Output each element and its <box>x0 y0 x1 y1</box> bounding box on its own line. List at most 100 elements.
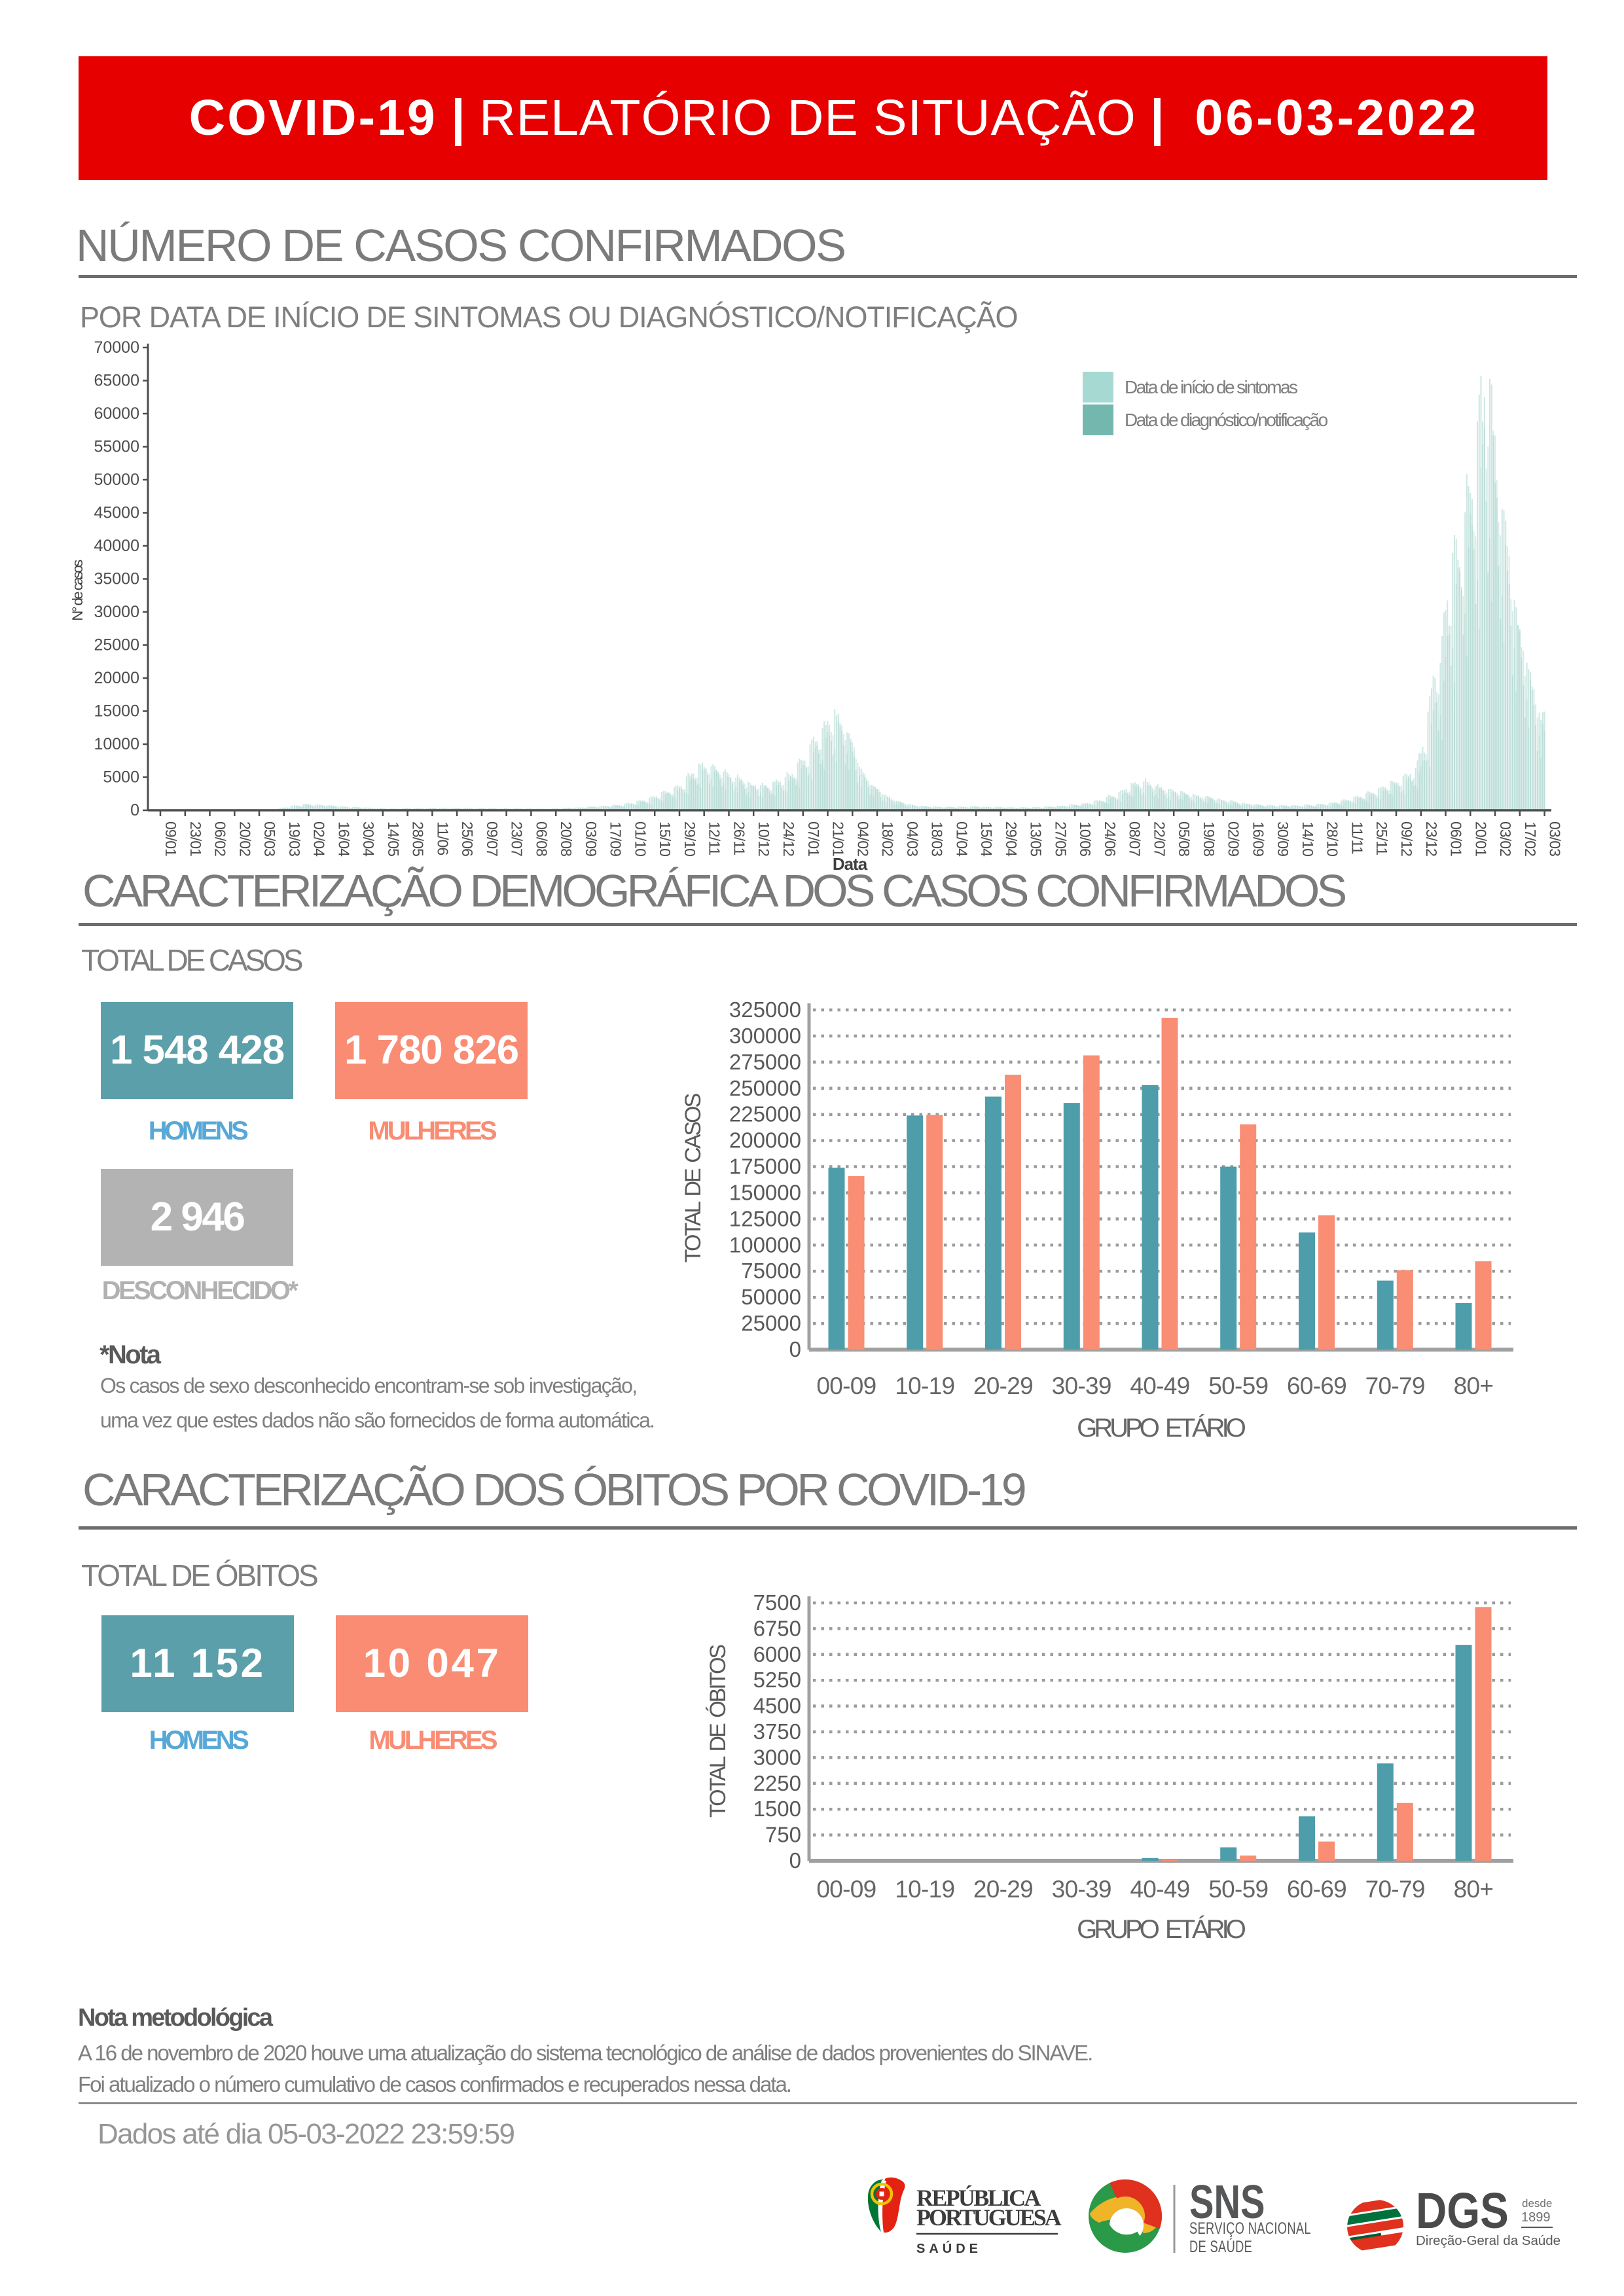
svg-text:15/04: 15/04 <box>978 821 995 857</box>
svg-text:25/06: 25/06 <box>459 821 476 856</box>
svg-text:23/12: 23/12 <box>1423 821 1440 856</box>
svg-text:1500: 1500 <box>753 1797 801 1821</box>
svg-text:TOTAL DE CASOS: TOTAL DE CASOS <box>681 1094 706 1263</box>
svg-text:09/12: 09/12 <box>1398 821 1415 856</box>
svg-text:55000: 55000 <box>94 438 139 456</box>
svg-text:25/11: 25/11 <box>1373 821 1390 855</box>
svg-text:80+: 80+ <box>1454 1372 1494 1399</box>
svg-text:24/12: 24/12 <box>780 821 797 856</box>
svg-text:30000: 30000 <box>94 603 139 621</box>
svg-text:35000: 35000 <box>94 570 139 588</box>
svg-text:40-49: 40-49 <box>1130 1372 1189 1399</box>
svg-text:02/04: 02/04 <box>311 821 328 857</box>
svg-text:GRUPO ETÁRIO: GRUPO ETÁRIO <box>1077 1413 1246 1443</box>
svg-text:07/01: 07/01 <box>805 821 822 856</box>
svg-text:750: 750 <box>765 1823 801 1847</box>
svg-text:14/10: 14/10 <box>1299 821 1316 856</box>
svg-text:60-69: 60-69 <box>1287 1876 1346 1903</box>
svg-text:Direção-Geral da Saúde: Direção-Geral da Saúde <box>1416 2233 1561 2248</box>
svg-text:0: 0 <box>130 801 139 819</box>
svg-text:225000: 225000 <box>729 1102 801 1126</box>
svg-text:SAÚDE: SAÚDE <box>916 2240 982 2256</box>
svg-text:12/11: 12/11 <box>706 821 723 855</box>
svg-text:5000: 5000 <box>103 768 139 787</box>
svg-text:16/04: 16/04 <box>335 821 352 857</box>
svg-text:09/07: 09/07 <box>484 821 501 856</box>
svg-text:0: 0 <box>789 1337 801 1361</box>
svg-text:02/09: 02/09 <box>1225 821 1242 856</box>
svg-text:30-39: 30-39 <box>1052 1876 1111 1903</box>
svg-text:10/06: 10/06 <box>1077 821 1094 856</box>
svg-text:100000: 100000 <box>729 1232 801 1257</box>
svg-text:250000: 250000 <box>729 1076 801 1100</box>
svg-text:N° de casos: N° de casos <box>69 560 86 621</box>
svg-text:17/09: 17/09 <box>607 821 624 856</box>
svg-text:50-59: 50-59 <box>1208 1372 1268 1399</box>
svg-text:3750: 3750 <box>753 1719 801 1744</box>
svg-text:150000: 150000 <box>729 1181 801 1205</box>
svg-text:25000: 25000 <box>741 1311 801 1335</box>
svg-text:125000: 125000 <box>729 1206 801 1230</box>
svg-text:30/09: 30/09 <box>1274 821 1291 856</box>
svg-text:SERVIÇO NACIONAL: SERVIÇO NACIONAL <box>1189 2219 1311 2238</box>
svg-text:01/04: 01/04 <box>953 821 970 857</box>
svg-text:0: 0 <box>789 1848 801 1873</box>
svg-text:7500: 7500 <box>753 1590 801 1615</box>
svg-text:17/02: 17/02 <box>1522 821 1539 856</box>
svg-text:5250: 5250 <box>753 1668 801 1692</box>
svg-text:20/02: 20/02 <box>236 821 253 856</box>
svg-text:DE SAÚDE: DE SAÚDE <box>1189 2237 1252 2256</box>
svg-text:200000: 200000 <box>729 1128 801 1153</box>
svg-text:80+: 80+ <box>1454 1876 1494 1903</box>
svg-text:50-59: 50-59 <box>1208 1876 1268 1903</box>
svg-text:04/02: 04/02 <box>854 821 871 856</box>
svg-text:11/06: 11/06 <box>434 821 451 855</box>
svg-text:Data: Data <box>833 854 868 874</box>
svg-text:325000: 325000 <box>729 997 801 1022</box>
svg-text:01/10: 01/10 <box>632 821 649 856</box>
svg-text:3000: 3000 <box>753 1745 801 1769</box>
svg-text:28/05: 28/05 <box>410 821 427 856</box>
svg-text:03/02: 03/02 <box>1497 821 1514 856</box>
svg-text:6750: 6750 <box>753 1616 801 1640</box>
svg-text:06/02: 06/02 <box>212 821 229 856</box>
svg-text:23/07: 23/07 <box>509 821 526 856</box>
svg-text:20-29: 20-29 <box>973 1372 1033 1399</box>
svg-text:29/04: 29/04 <box>1003 821 1020 857</box>
svg-text:10000: 10000 <box>94 735 139 753</box>
svg-text:19/03: 19/03 <box>286 821 303 856</box>
svg-text:15/10: 15/10 <box>657 821 674 856</box>
svg-text:04/03: 04/03 <box>904 821 921 856</box>
svg-text:75000: 75000 <box>741 1259 801 1283</box>
svg-text:24/06: 24/06 <box>1102 821 1119 856</box>
svg-text:6000: 6000 <box>753 1642 801 1666</box>
svg-text:65000: 65000 <box>94 372 139 390</box>
svg-text:05/08: 05/08 <box>1176 821 1193 856</box>
svg-text:20/08: 20/08 <box>558 821 575 856</box>
svg-text:18/03: 18/03 <box>929 821 946 856</box>
svg-text:2250: 2250 <box>753 1771 801 1795</box>
svg-text:50000: 50000 <box>741 1285 801 1309</box>
svg-text:40000: 40000 <box>94 537 139 555</box>
svg-text:10-19: 10-19 <box>895 1372 954 1399</box>
svg-text:275000: 275000 <box>729 1050 801 1074</box>
svg-text:20000: 20000 <box>94 669 139 687</box>
svg-text:18/02: 18/02 <box>879 821 896 856</box>
svg-text:21/01: 21/01 <box>830 821 847 856</box>
svg-text:50000: 50000 <box>94 471 139 489</box>
svg-text:29/10: 29/10 <box>681 821 698 856</box>
svg-text:20-29: 20-29 <box>973 1876 1033 1903</box>
svg-text:30-39: 30-39 <box>1052 1372 1111 1399</box>
svg-text:14/05: 14/05 <box>385 821 402 856</box>
svg-text:40-49: 40-49 <box>1130 1876 1189 1903</box>
svg-text:GRUPO ETÁRIO: GRUPO ETÁRIO <box>1077 1914 1246 1944</box>
svg-text:300000: 300000 <box>729 1024 801 1048</box>
svg-text:27/05: 27/05 <box>1052 821 1069 856</box>
svg-text:desde: desde <box>1522 2197 1552 2210</box>
svg-text:70000: 70000 <box>94 338 139 357</box>
svg-text:11/11: 11/11 <box>1349 821 1366 854</box>
svg-text:Data de diagnóstico/notificaçã: Data de diagnóstico/notificação <box>1125 410 1328 430</box>
svg-text:16/09: 16/09 <box>1250 821 1267 856</box>
svg-text:06/08: 06/08 <box>533 821 550 856</box>
svg-text:60000: 60000 <box>94 404 139 423</box>
